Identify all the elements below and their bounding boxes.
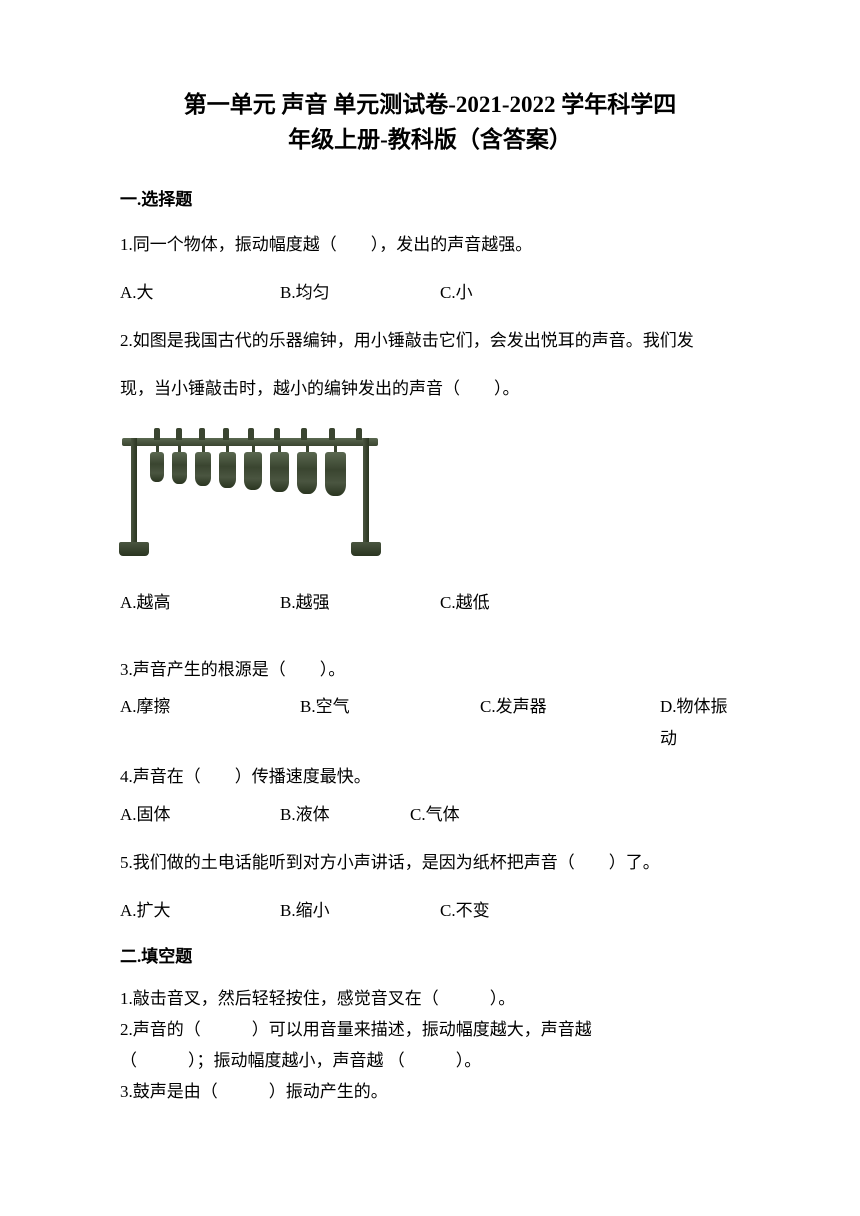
bell-7 [297,446,317,494]
q4-options: A.固体 B.液体 C.气体 [120,798,740,832]
section-2-header: 二.填空题 [120,942,740,967]
q3-text: 3.声音产生的根源是（ ）。 [120,656,740,685]
q1-options: A.大 B.均匀 C.小 [120,276,740,310]
bell-knob-6 [274,428,280,440]
title-line-1: 第一单元 声音 单元测试卷-2021-2022 学年科学四 [120,88,740,123]
q2-text-1: 2.如图是我国古代的乐器编钟，用小锤敲击它们，会发出悦耳的声音。我们发 [120,324,740,358]
fill-q2b: （ ）；振动幅度越小，声音越 （ ）。 [120,1047,740,1076]
q3-option-c: C.发声器 [480,691,660,756]
bell-knob-4 [223,428,229,440]
q1-text: 1.同一个物体，振动幅度越（ ），发出的声音越强。 [120,228,740,262]
bell-frame [122,438,378,558]
title-line-2: 年级上册-教科版（含答案） [120,123,740,158]
bianzhong-image [120,420,380,568]
bell-knob-2 [176,428,182,440]
bell-2 [172,446,187,484]
bell-1 [150,446,164,482]
q3-option-d: D.物体振动 [660,691,740,756]
document-title: 第一单元 声音 单元测试卷-2021-2022 学年科学四 年级上册-教科版（含… [120,88,740,157]
bell-knob-1 [154,428,160,440]
bell-knob-8 [329,428,335,440]
section-1-header: 一.选择题 [120,185,740,210]
q2-option-b: B.越强 [280,586,440,620]
q5-text: 5.我们做的土电话能听到对方小声讲话，是因为纸杯把声音（ ）了。 [120,846,740,880]
q3-option-a: A.摩擦 [120,691,300,756]
q1-option-b: B.均匀 [280,276,440,310]
q4-option-b: B.液体 [280,798,410,832]
q2-option-a: A.越高 [120,586,280,620]
bell-6 [270,446,289,492]
bell-knob-7 [301,428,307,440]
fill-q1: 1.敲击音叉，然后轻轻按住，感觉音叉在（ ）。 [120,985,740,1014]
q5-options: A.扩大 B.缩小 C.不变 [120,894,740,928]
q5-option-c: C.不变 [440,894,600,928]
q1-option-c: C.小 [440,276,600,310]
q4-text: 4.声音在（ ）传播速度最快。 [120,763,740,792]
bell-knob-5 [248,428,254,440]
q2-text-2: 现，当小锤敲击时，越小的编钟发出的声音（ ）。 [120,372,740,406]
fill-q2a: 2.声音的（ ）可以用音量来描述，振动幅度越大，声音越 [120,1016,740,1045]
bell-knob-3 [199,428,205,440]
q4-option-a: A.固体 [120,798,280,832]
bell-leg-left [124,438,144,558]
bell-leg-right [356,438,376,558]
fill-q3: 3.鼓声是由（ ）振动产生的。 [120,1078,740,1107]
bell-3 [195,446,211,486]
bell-5 [244,446,262,490]
q5-option-a: A.扩大 [120,894,280,928]
bell-8 [325,446,346,496]
q4-option-c: C.气体 [410,798,570,832]
bell-4 [219,446,236,488]
q5-option-b: B.缩小 [280,894,440,928]
q3-option-b: B.空气 [300,691,480,756]
q2-option-c: C.越低 [440,586,600,620]
q2-options: A.越高 B.越强 C.越低 [120,586,740,620]
q3-options: A.摩擦 B.空气 C.发声器 D.物体振动 [120,691,740,756]
q1-option-a: A.大 [120,276,280,310]
